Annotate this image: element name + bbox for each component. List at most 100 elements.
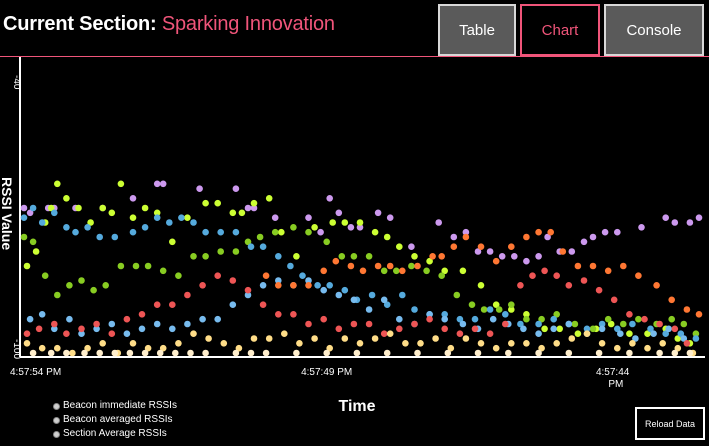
data-point xyxy=(111,233,119,241)
data-point xyxy=(486,248,494,255)
data-point xyxy=(432,335,439,342)
data-point xyxy=(172,349,179,357)
data-point xyxy=(438,272,446,279)
tab-console[interactable]: Console xyxy=(604,4,704,56)
data-point xyxy=(184,214,191,221)
data-point xyxy=(153,301,161,308)
data-point xyxy=(626,311,633,318)
data-point xyxy=(202,349,209,357)
data-point xyxy=(129,228,137,236)
data-point xyxy=(247,243,255,250)
data-point xyxy=(214,272,221,279)
data-point xyxy=(604,315,612,323)
data-point xyxy=(144,262,152,270)
data-point xyxy=(290,282,297,289)
data-point xyxy=(471,325,479,333)
data-point xyxy=(265,335,273,342)
data-point xyxy=(653,282,660,289)
data-point xyxy=(102,282,109,289)
data-point xyxy=(271,228,279,236)
data-point xyxy=(141,349,149,357)
data-point xyxy=(399,291,406,299)
tab-chart[interactable]: Chart xyxy=(520,4,600,56)
legend-item[interactable]: Beacon immediate RSSIs xyxy=(53,399,177,413)
data-point xyxy=(380,330,388,338)
data-point xyxy=(138,311,146,318)
data-point xyxy=(695,214,703,221)
legend-item[interactable]: Beacon averaged RSSIs xyxy=(53,413,177,427)
data-point xyxy=(462,228,470,236)
data-point xyxy=(229,277,237,284)
data-point xyxy=(683,340,691,347)
data-point xyxy=(196,185,203,192)
rssi-scatter-chart: -40 -100 RSSI Value 4:57:54 PM 4:57:49 PM… xyxy=(0,57,705,415)
data-point xyxy=(523,340,530,347)
data-point xyxy=(90,286,97,294)
data-point xyxy=(565,349,573,357)
data-point xyxy=(386,214,394,221)
data-point xyxy=(686,219,694,226)
data-point xyxy=(335,291,343,299)
data-point xyxy=(459,320,467,328)
data-point xyxy=(66,282,73,289)
data-point xyxy=(305,228,312,236)
data-point xyxy=(117,262,125,270)
data-point xyxy=(535,253,542,260)
data-point xyxy=(314,282,321,289)
data-point xyxy=(486,306,494,313)
data-point xyxy=(644,344,651,352)
data-point xyxy=(565,320,573,328)
data-point xyxy=(217,228,224,236)
data-point xyxy=(508,243,515,250)
data-point xyxy=(571,320,579,328)
data-point xyxy=(610,296,618,304)
data-point xyxy=(565,282,573,289)
data-point xyxy=(553,272,560,279)
data-point xyxy=(275,253,282,260)
data-point xyxy=(129,195,137,202)
data-point xyxy=(117,180,125,188)
tab-table[interactable]: Table xyxy=(438,4,516,56)
data-point xyxy=(293,253,300,260)
reload-data-button[interactable]: Reload Data xyxy=(635,407,705,440)
x-axis-label: Time xyxy=(338,398,375,415)
data-point xyxy=(341,335,349,342)
data-point xyxy=(99,340,106,347)
data-point xyxy=(450,243,458,250)
data-point xyxy=(190,253,197,260)
data-point xyxy=(665,325,672,333)
legend-dot-icon xyxy=(53,430,60,438)
data-point xyxy=(296,340,303,347)
data-point xyxy=(232,349,240,357)
data-point xyxy=(396,315,403,323)
data-point xyxy=(656,320,663,328)
x-tick-label: 4:57:54 PM xyxy=(10,367,61,378)
data-point xyxy=(632,335,639,342)
data-point xyxy=(338,253,346,260)
data-point xyxy=(614,325,621,333)
data-point xyxy=(323,238,331,246)
data-point xyxy=(408,262,415,270)
data-point xyxy=(411,320,418,328)
data-point xyxy=(47,349,55,357)
data-point xyxy=(380,267,388,275)
data-point xyxy=(72,228,79,236)
y-axis-label: RSSI Value xyxy=(0,177,15,250)
data-point xyxy=(535,320,542,328)
data-point xyxy=(511,253,518,260)
data-point xyxy=(347,224,355,231)
data-point xyxy=(271,214,279,221)
data-point xyxy=(550,315,557,323)
data-point xyxy=(644,330,651,338)
data-point xyxy=(668,315,675,323)
data-point xyxy=(356,224,364,231)
data-point xyxy=(477,243,485,250)
legend-item[interactable]: Section Average RSSIs xyxy=(53,427,177,441)
data-point xyxy=(108,320,116,328)
data-point xyxy=(66,315,73,323)
data-point xyxy=(453,291,461,299)
header-divider xyxy=(0,56,709,57)
data-point xyxy=(326,195,334,202)
data-point xyxy=(595,349,603,357)
data-point xyxy=(474,349,482,357)
